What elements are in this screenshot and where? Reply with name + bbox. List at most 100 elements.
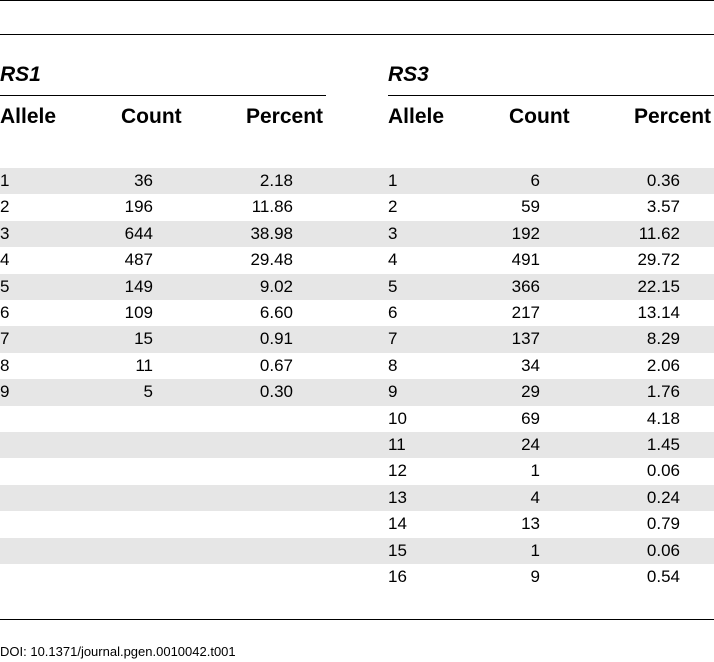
table-row: 4 487 29.48 4 491 29.72 — [0, 247, 714, 273]
table-row: 10 69 4.18 — [0, 406, 714, 432]
rs3-count-cell: 13 — [521, 514, 540, 534]
rs3-percent-cell: 2.06 — [646, 355, 680, 375]
rs1-percent-cell: 11.86 — [251, 197, 293, 217]
rs3-percent-cell: 8.29 — [646, 329, 680, 349]
rs3-allele-cell: 3 — [388, 223, 398, 243]
rs1-allele-cell: 9 — [0, 382, 10, 402]
rs3-allele-cell: 15 — [388, 540, 407, 560]
rs3-percent-cell: 0.79 — [646, 514, 680, 534]
rs3-count-cell: 192 — [511, 223, 540, 243]
table-row: 7 15 0.91 7 137 8.29 — [0, 326, 714, 352]
rs3-percent-cell: 3.57 — [646, 197, 680, 217]
rs3-allele-cell: 9 — [388, 382, 398, 402]
rs3-allele-cell: 13 — [388, 487, 407, 507]
rs3-percent-cell: 4.18 — [646, 408, 680, 428]
col-header-count-rs1: Count — [121, 105, 182, 128]
rs1-count-cell: 487 — [124, 250, 153, 270]
row-band — [0, 432, 714, 459]
group-title-rs1: RS1 — [0, 63, 41, 86]
rs1-count-cell: 15 — [134, 329, 153, 349]
table-row: 15 1 0.06 — [0, 538, 714, 564]
table-row: 13 4 0.24 — [0, 485, 714, 511]
rs3-count-cell: 9 — [530, 567, 540, 586]
rs3-allele-cell: 14 — [388, 514, 407, 534]
rs3-count-cell: 1 — [530, 540, 540, 560]
table-row: 8 11 0.67 8 34 2.06 — [0, 353, 714, 379]
rs1-count-cell: 5 — [143, 382, 153, 402]
table-row: 3 644 38.98 3 192 11.62 — [0, 221, 714, 247]
rs1-count-cell: 644 — [124, 223, 153, 243]
table-row: 12 1 0.06 — [0, 458, 714, 484]
rs3-count-cell: 366 — [511, 276, 540, 296]
col-header-allele-rs1: Allele — [0, 105, 57, 128]
row-band — [0, 537, 714, 564]
rs1-allele-cell: 2 — [0, 197, 10, 217]
rs3-allele-cell: 2 — [388, 197, 398, 217]
table-bottom-rule — [0, 619, 714, 620]
table-row: 1 36 2.18 1 6 0.36 — [0, 168, 714, 194]
row-band — [0, 484, 714, 512]
rs3-count-cell: 6 — [530, 171, 540, 190]
rs1-count-cell: 36 — [134, 171, 153, 190]
rs3-count-cell: 24 — [521, 435, 540, 454]
rs3-allele-cell: 16 — [388, 567, 407, 586]
rs3-percent-cell: 22.15 — [637, 276, 680, 296]
rs1-percent-cell: 38.98 — [250, 223, 293, 243]
row-band — [0, 326, 714, 353]
rs1-percent-cell: 0.67 — [259, 355, 293, 375]
col-header-allele-rs3: Allele — [388, 105, 445, 128]
rs1-percent-cell: 0.30 — [259, 382, 293, 402]
rs1-allele-cell: 6 — [0, 303, 10, 322]
table-row: 6 109 6.60 6 217 13.14 — [0, 300, 714, 326]
rs1-percent-cell: 29.48 — [250, 250, 293, 270]
rs3-allele-cell: 12 — [388, 461, 407, 481]
rs3-count-cell: 59 — [521, 197, 540, 217]
rs3-allele-cell: 8 — [388, 355, 398, 375]
table-header-rule — [0, 34, 714, 35]
col-header-percent-rs1: Percent — [246, 105, 324, 128]
table-row: 2 196 11.86 2 59 3.57 — [0, 194, 714, 220]
table-row: 5 149 9.02 5 366 22.15 — [0, 274, 714, 300]
rs1-percent-cell: 6.60 — [259, 303, 293, 322]
rs3-percent-cell: 0.06 — [646, 461, 680, 481]
rs3-percent-cell: 1.76 — [646, 382, 680, 402]
rs3-count-cell: 1 — [530, 461, 540, 481]
table-row: 11 24 1.45 — [0, 432, 714, 458]
row-band — [0, 379, 714, 406]
rs1-percent-cell: 0.91 — [259, 329, 293, 349]
rs3-count-cell: 4 — [530, 487, 540, 507]
rs3-percent-cell: 11.62 — [638, 223, 680, 243]
rs3-count-cell: 34 — [521, 355, 540, 375]
col-header-count-rs3: Count — [509, 105, 570, 128]
rs1-allele-cell: 7 — [0, 329, 10, 349]
rs3-allele-cell: 4 — [388, 250, 398, 270]
row-band — [0, 220, 714, 248]
table-row: 14 13 0.79 — [0, 511, 714, 537]
rs1-allele-cell: 1 — [0, 171, 10, 190]
rs3-percent-cell: 0.24 — [646, 487, 680, 507]
rs3-percent-cell: 0.54 — [646, 567, 680, 586]
table-row: 16 9 0.54 — [0, 564, 714, 590]
rs1-allele-cell: 3 — [0, 223, 10, 243]
rs3-percent-cell: 0.06 — [646, 540, 680, 560]
rs1-count-cell: 11 — [135, 355, 153, 375]
rs3-count-cell: 69 — [521, 408, 540, 428]
row-band — [0, 168, 714, 195]
rs3-count-cell: 491 — [511, 250, 540, 270]
rs3-count-cell: 29 — [521, 382, 540, 402]
rs1-allele-cell: 5 — [0, 276, 10, 296]
group-title-rs3: RS3 — [388, 63, 429, 86]
rs1-count-cell: 109 — [124, 303, 153, 322]
row-band — [0, 273, 714, 300]
rs1-allele-cell: 4 — [0, 250, 10, 270]
rs3-allele-cell: 11 — [388, 435, 406, 454]
rs3-count-cell: 137 — [511, 329, 540, 349]
rs1-percent-cell: 2.18 — [259, 171, 293, 190]
rs3-count-cell: 217 — [511, 303, 540, 322]
table-top-rule — [0, 0, 714, 1]
rs3-percent-cell: 29.72 — [637, 250, 680, 270]
col-header-percent-rs3: Percent — [634, 105, 712, 128]
rs3-percent-cell: 13.14 — [637, 303, 680, 322]
rs3-allele-cell: 10 — [388, 408, 407, 428]
rs3-allele-cell: 1 — [388, 171, 398, 190]
